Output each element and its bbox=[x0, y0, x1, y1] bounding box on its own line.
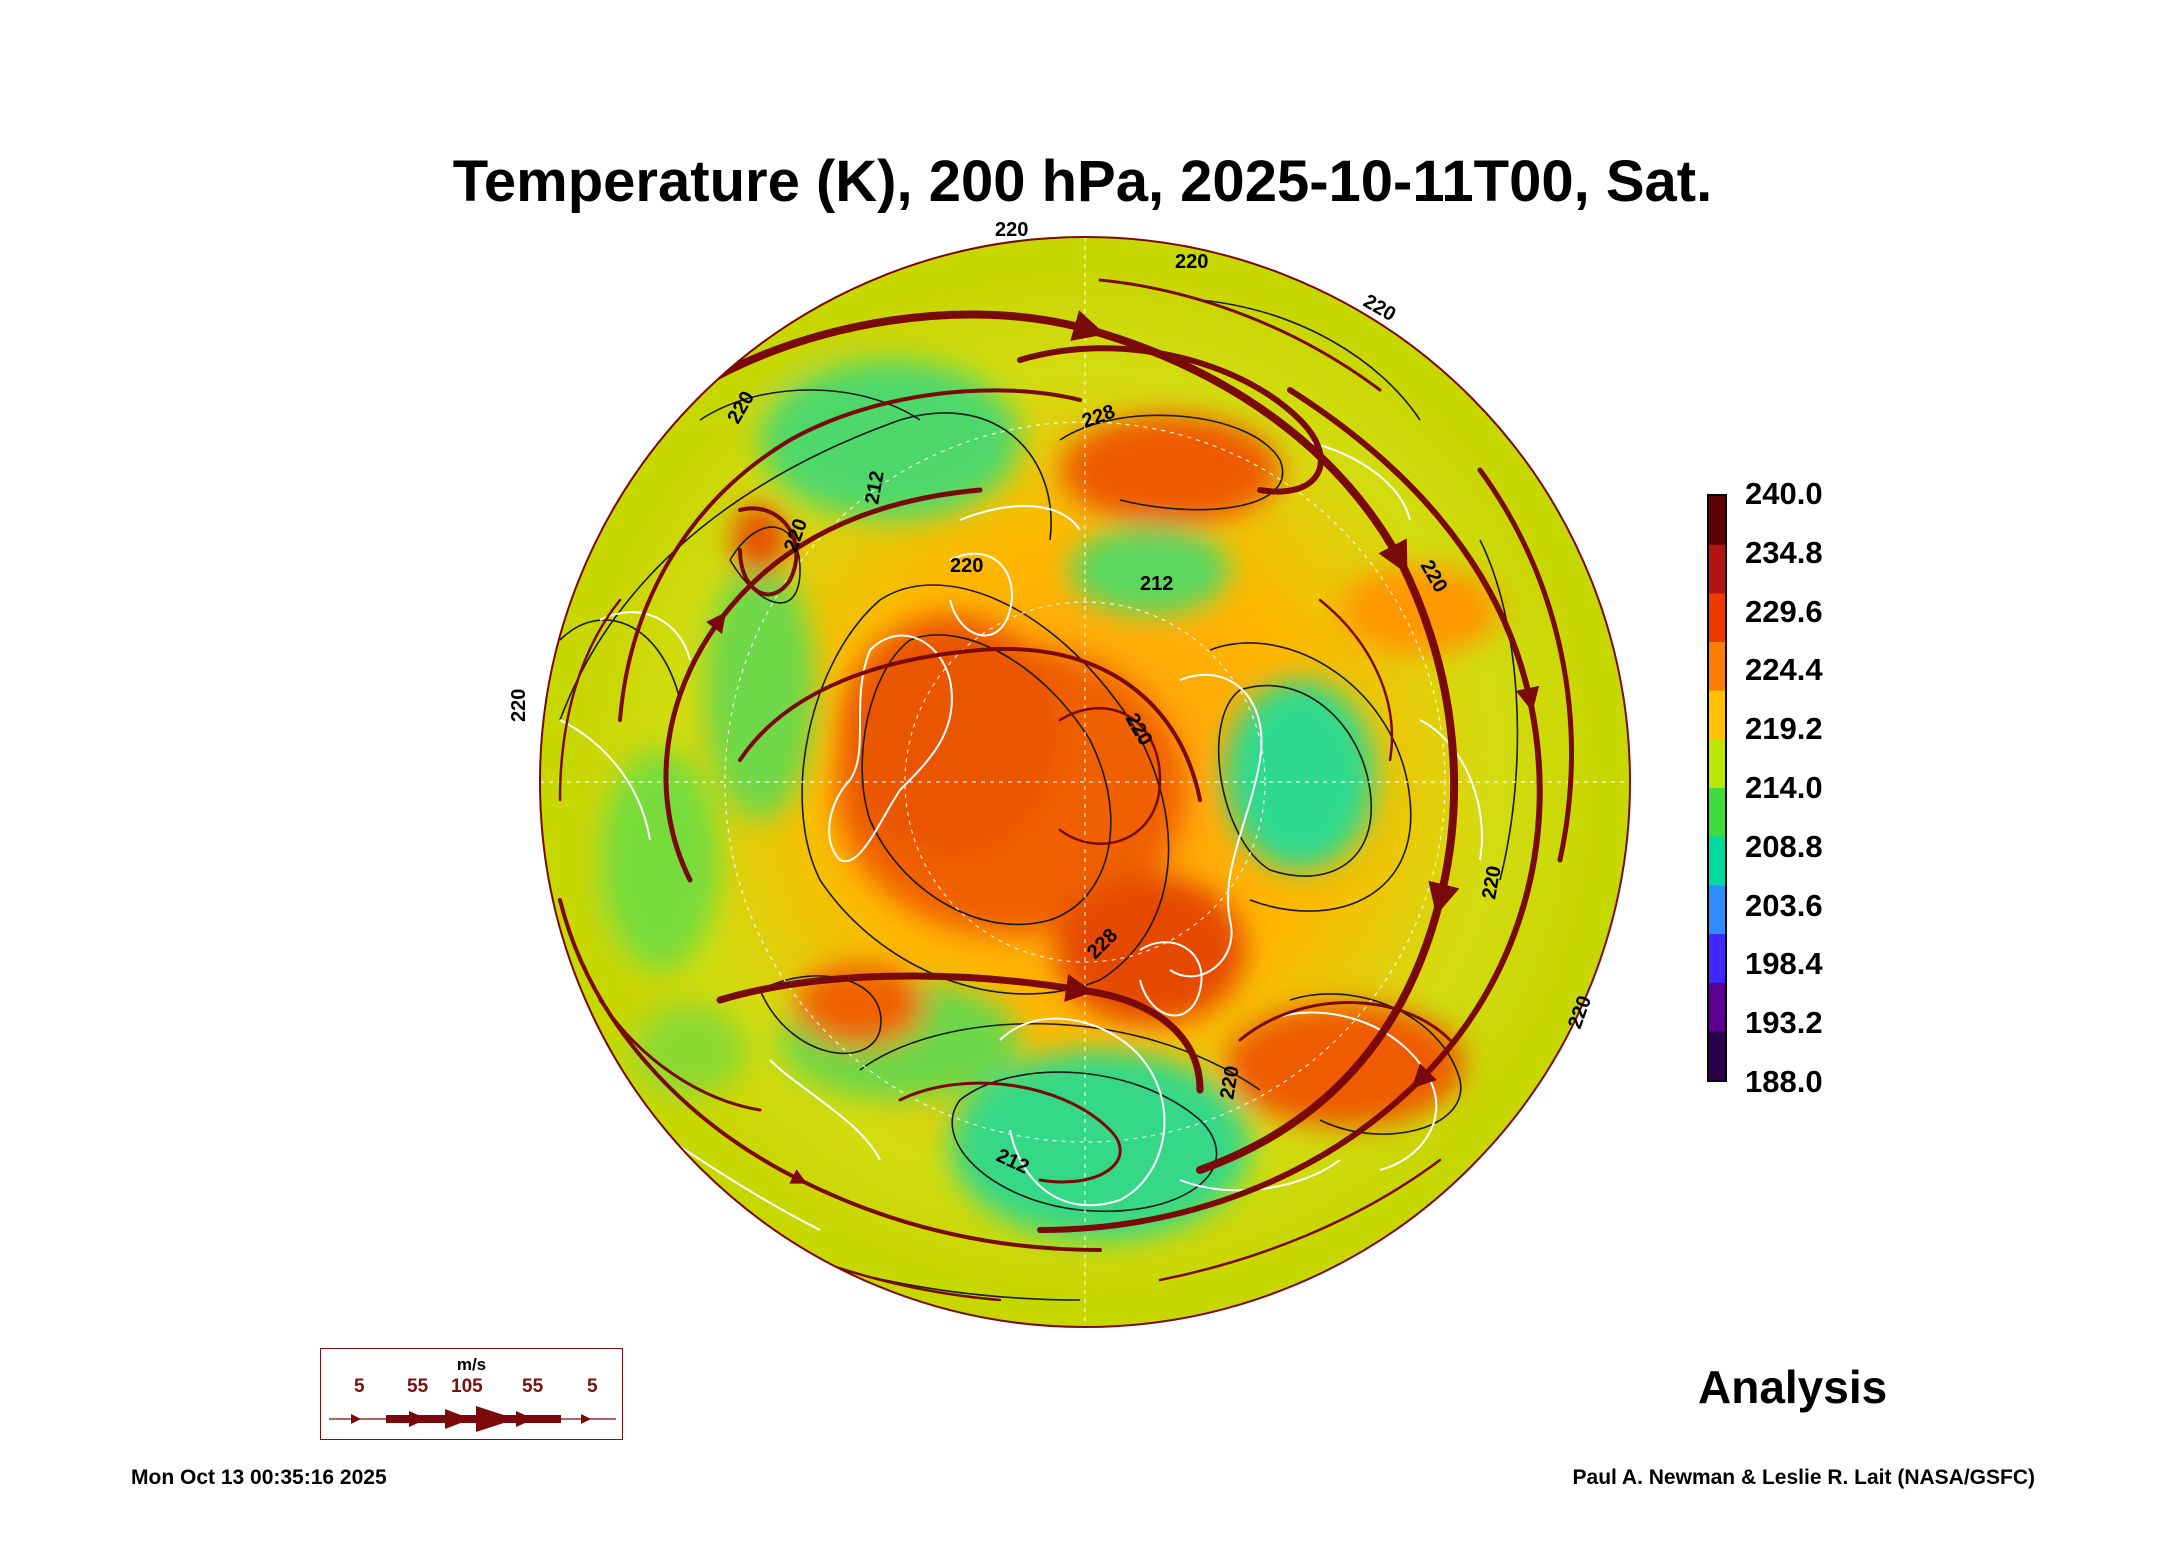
colorbar-label: 234.8 bbox=[1745, 534, 1823, 570]
colorbar-label: 224.4 bbox=[1745, 652, 1823, 688]
wind-legend: m/s 5 55 105 55 5 bbox=[320, 1348, 623, 1440]
colorbar-segment bbox=[1709, 544, 1725, 594]
colorbar-segment bbox=[1709, 496, 1725, 546]
globe bbox=[539, 236, 1631, 1328]
colorbar-segment bbox=[1709, 885, 1725, 935]
colorbar-label: 198.4 bbox=[1745, 946, 1823, 982]
colorbar-segment bbox=[1709, 642, 1725, 692]
colorbar-label: 208.8 bbox=[1745, 828, 1823, 864]
wind-legend-tick: 55 bbox=[407, 1376, 429, 1397]
colorbar-label: 219.2 bbox=[1745, 711, 1823, 747]
analysis-label: Analysis bbox=[1698, 1361, 1888, 1413]
colorbar-segment bbox=[1709, 593, 1725, 643]
chart-title: Temperature (K), 200 hPa, 2025-10-11T00,… bbox=[452, 149, 1713, 214]
wind-legend-unit: m/s bbox=[456, 1355, 487, 1374]
footer-timestamp: Mon Oct 13 00:35:16 2025 bbox=[131, 1466, 387, 1489]
colorbar bbox=[1707, 494, 1727, 1082]
contour-label: 220 bbox=[950, 555, 983, 577]
globe-outline bbox=[539, 236, 1631, 1328]
colorbar-segment bbox=[1709, 836, 1725, 886]
wind-legend-tick: 105 bbox=[451, 1376, 483, 1397]
contour-label: 212 bbox=[1140, 573, 1173, 595]
colorbar-label: 193.2 bbox=[1745, 1005, 1823, 1041]
colorbar-segments bbox=[1709, 496, 1725, 1081]
wind-legend-tick: 5 bbox=[587, 1376, 598, 1397]
contour-label: 220 bbox=[508, 689, 530, 722]
colorbar-label: 188.0 bbox=[1745, 1064, 1823, 1099]
wind-streamlines bbox=[558, 278, 1574, 1302]
contour-label: 220 bbox=[1175, 251, 1208, 273]
wind-legend-tick: 55 bbox=[522, 1376, 544, 1397]
colorbar-label: 240.0 bbox=[1745, 476, 1823, 511]
colorbar-segment bbox=[1709, 739, 1725, 789]
colorbar-segment bbox=[1709, 934, 1725, 984]
wind-legend-tick: 5 bbox=[354, 1376, 365, 1397]
footer-credit: Paul A. Newman & Leslie R. Lait (NASA/GS… bbox=[1572, 1466, 2035, 1489]
colorbar-label: 203.6 bbox=[1745, 887, 1823, 923]
colorbar-segment bbox=[1709, 1031, 1725, 1081]
colorbar-segment bbox=[1709, 690, 1725, 740]
colorbar-segment bbox=[1709, 788, 1725, 838]
colorbar-segment bbox=[1709, 982, 1725, 1032]
wind-legend-bar bbox=[329, 1406, 616, 1432]
colorbar-label: 229.6 bbox=[1745, 593, 1823, 629]
colorbar-label: 214.0 bbox=[1745, 770, 1823, 805]
contour-label: 220 bbox=[995, 219, 1028, 241]
